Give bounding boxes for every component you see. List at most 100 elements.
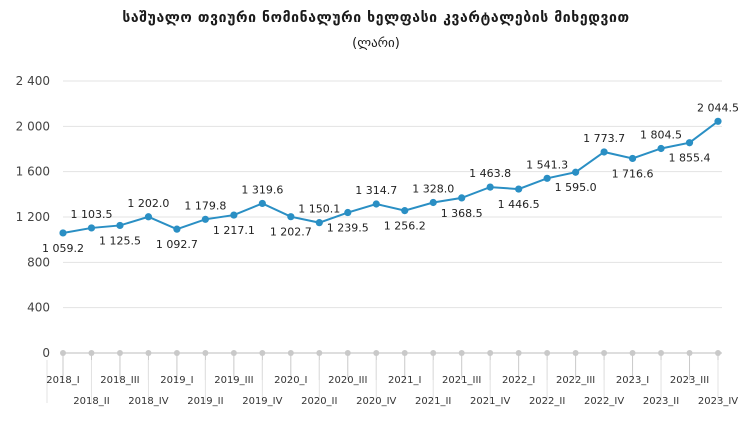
- y-tick-label: 2 000: [16, 119, 50, 133]
- x-axis-marker: [259, 350, 266, 356]
- data-point: [401, 207, 409, 215]
- data-label: 1 217.1: [213, 224, 255, 237]
- data-point: [315, 219, 323, 227]
- data-label: 1 595.0: [555, 181, 597, 194]
- x-axis-marker: [316, 350, 323, 356]
- x-tick-label: 2020_III: [328, 375, 367, 386]
- data-point: [628, 154, 637, 163]
- data-point: [87, 224, 96, 232]
- data-label: 1 239.5: [327, 222, 369, 235]
- x-axis-marker: [430, 350, 437, 356]
- data-label: 1 328.0: [412, 182, 454, 195]
- data-point: [486, 183, 494, 191]
- x-axis-marker: [572, 350, 579, 356]
- data-label: 1 773.7: [583, 132, 625, 145]
- x-axis-marker: [145, 350, 152, 356]
- x-tick-label: 2020_II: [301, 396, 337, 407]
- data-label: 1 368.5: [441, 207, 483, 220]
- x-tick-label: 2021_IV: [470, 396, 510, 407]
- data-label: 1 125.5: [99, 234, 141, 247]
- data-point: [258, 199, 266, 208]
- data-point: [372, 200, 380, 208]
- x-tick-label: 2022_III: [556, 375, 595, 386]
- chart-title: საშუალო თვიური ნომინალური ხელფასი კვარტა…: [122, 10, 630, 26]
- y-tick-label: 2 400: [16, 74, 50, 88]
- x-tick-label: 2023_III: [670, 375, 709, 386]
- x-axis-marker: [88, 350, 95, 356]
- x-tick-label: 2023_II: [643, 396, 679, 407]
- data-point: [144, 213, 153, 221]
- x-axis-marker: [287, 350, 294, 356]
- x-tick-label: 2018_I: [46, 375, 79, 386]
- x-tick-label: 2021_II: [415, 396, 451, 407]
- x-tick-label: 2022_I: [502, 375, 535, 386]
- data-point: [685, 139, 694, 147]
- x-axis-marker: [230, 350, 237, 356]
- data-label: 1 150.1: [298, 203, 340, 216]
- data-label: 2 044.5: [697, 101, 739, 114]
- data-point: [714, 117, 722, 125]
- y-tick-label: 800: [27, 255, 50, 269]
- data-point: [458, 194, 466, 202]
- x-tick-label: 2019_II: [187, 396, 223, 407]
- x-axis-marker: [658, 350, 665, 356]
- data-point: [572, 168, 580, 176]
- y-tick-label: 0: [42, 346, 50, 360]
- data-label: 1 103.5: [70, 208, 112, 221]
- x-axis-marker: [401, 350, 408, 356]
- x-tick-label: 2021_I: [388, 375, 421, 386]
- data-point: [515, 185, 523, 193]
- data-point: [230, 211, 238, 219]
- x-axis-marker: [487, 350, 494, 356]
- data-label: 1 256.2: [384, 220, 426, 233]
- x-tick-label: 2023_I: [616, 375, 649, 386]
- x-axis-marker: [373, 350, 380, 356]
- data-point: [116, 221, 124, 230]
- x-tick-label: 2020_I: [274, 375, 307, 386]
- x-tick-label: 2019_III: [214, 375, 253, 386]
- x-tick-label: 2018_III: [100, 375, 139, 386]
- x-axis-marker: [116, 350, 123, 356]
- data-label: 1 202.7: [270, 226, 312, 239]
- data-label: 1 314.7: [355, 184, 397, 197]
- data-point: [201, 215, 209, 223]
- series-line: [62, 120, 719, 234]
- data-label: 1 179.8: [184, 199, 226, 212]
- data-label: 1 541.3: [526, 158, 568, 171]
- y-tick-label: 400: [27, 301, 50, 315]
- data-label: 1 319.6: [241, 183, 283, 196]
- data-label: 1 059.2: [42, 242, 84, 255]
- x-axis-marker: [458, 350, 465, 356]
- data-label: 1 092.7: [156, 238, 198, 251]
- chart-subtitle: (ლარი): [352, 36, 400, 51]
- data-point: [59, 229, 67, 237]
- x-tick-label: 2022_IV: [584, 396, 624, 407]
- data-label: 1 804.5: [640, 128, 682, 141]
- data-point: [429, 198, 437, 207]
- data-point: [600, 148, 608, 156]
- x-tick-label: 2019_I: [160, 375, 193, 386]
- x-axis-marker: [515, 350, 522, 356]
- data-label: 1 855.4: [669, 152, 711, 165]
- x-axis-marker: [60, 350, 66, 356]
- data-point: [173, 225, 181, 233]
- x-tick-label: 2019_IV: [242, 396, 282, 407]
- x-tick-label: 2018_II: [73, 396, 109, 407]
- x-tick-label: 2022_II: [529, 396, 565, 407]
- x-tick-label: 2018_IV: [128, 396, 168, 407]
- x-tick-label: 2021_III: [442, 375, 481, 386]
- y-tick-label: 1 600: [16, 165, 50, 179]
- x-axis-marker: [173, 350, 180, 356]
- data-label: 1 463.8: [469, 167, 511, 180]
- data-label: 1 716.6: [612, 167, 654, 180]
- x-axis-marker: [202, 350, 209, 356]
- x-axis-marker: [629, 350, 636, 356]
- data-point: [344, 208, 352, 217]
- x-tick-label: 2020_IV: [356, 396, 396, 407]
- data-point: [287, 213, 295, 221]
- data-label: 1 446.5: [498, 198, 540, 211]
- x-axis-marker: [686, 350, 693, 356]
- x-axis-marker: [344, 350, 351, 356]
- y-tick-label: 1 200: [16, 210, 50, 224]
